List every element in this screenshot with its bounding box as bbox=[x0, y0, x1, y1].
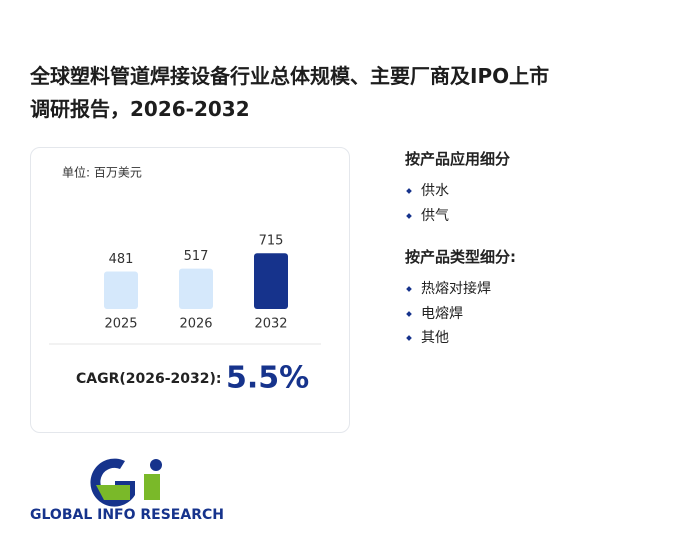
segment-item: 供水 bbox=[405, 179, 510, 204]
segment-item: 其他 bbox=[405, 326, 516, 351]
logo-i bbox=[144, 474, 160, 500]
cagr-value: 5.5% bbox=[226, 361, 309, 396]
segment-heading: 按产品应用细分 bbox=[405, 150, 511, 168]
logo: GLOBAL INFO RESEARCH bbox=[30, 458, 224, 523]
logo-dot bbox=[150, 459, 162, 471]
value-label: 715 bbox=[259, 234, 284, 249]
x-tick-label: 2025 bbox=[104, 317, 137, 332]
segment-list: 供水 供气 bbox=[405, 179, 510, 228]
summary-card: 单位: 百万美元 CAGR(2026-2032): 5.5% 481 2025 51… bbox=[30, 147, 350, 433]
segment-item: 电熔焊 bbox=[405, 302, 516, 327]
x-tick-label: 2032 bbox=[254, 317, 287, 332]
value-label: 517 bbox=[184, 249, 209, 264]
x-tick-label: 2026 bbox=[179, 317, 212, 332]
segment-heading: 按产品类型细分: bbox=[405, 248, 516, 266]
cagr-label: CAGR(2026-2032): bbox=[76, 371, 222, 387]
segment-item: 热熔对接焊 bbox=[405, 277, 516, 302]
logo-text: GLOBAL INFO RESEARCH bbox=[30, 507, 224, 523]
chart: 单位: 百万美元 CAGR(2026-2032): 5.5% 481 2025 51… bbox=[49, 165, 321, 396]
bar bbox=[179, 268, 213, 309]
value-label: 481 bbox=[109, 252, 134, 267]
segment-list: 热熔对接焊 电熔焊 其他 bbox=[405, 277, 516, 351]
bar bbox=[104, 271, 138, 309]
segment-item: 供气 bbox=[405, 204, 510, 229]
title-line: 全球塑料管道焊接设备行业总体规模、主要厂商及IPO上市 bbox=[30, 64, 550, 88]
logo-leaf bbox=[96, 485, 130, 500]
segment: 按产品应用细分 供水 供气 bbox=[405, 148, 510, 228]
report-title: 全球塑料管道焊接设备行业总体规模、主要厂商及IPO上市 调研报告，2026-20… bbox=[30, 60, 680, 126]
title-line: 调研报告，2026-2032 bbox=[30, 97, 250, 121]
bar bbox=[254, 253, 288, 309]
segment: 按产品类型细分: 热熔对接焊 电熔焊 其他 bbox=[405, 246, 516, 351]
unit-label: 单位: 百万美元 bbox=[62, 165, 142, 180]
